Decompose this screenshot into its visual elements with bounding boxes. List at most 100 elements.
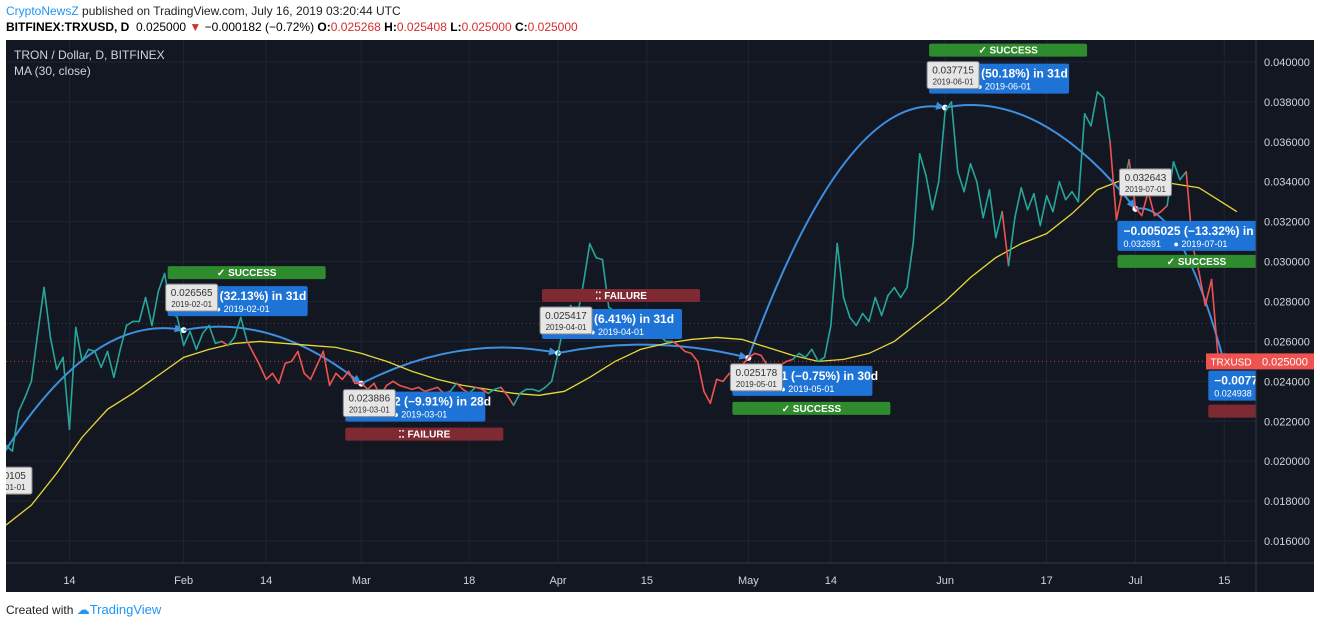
price-segment (360, 382, 369, 391)
price-segment (1064, 190, 1073, 201)
price-segment (335, 372, 344, 381)
publisher-link[interactable]: CryptoNewsZ (6, 4, 79, 18)
price-segment (214, 340, 223, 345)
change-box (1208, 370, 1256, 401)
x-tick-label: 14 (260, 575, 272, 587)
endpoint-date: 2019-06-01 (933, 78, 974, 87)
price-segment (30, 332, 39, 383)
y-tick-label: 0.020000 (1264, 456, 1310, 468)
price-segment (493, 386, 502, 391)
open-label: O: (317, 20, 331, 34)
price-segment (677, 344, 686, 353)
symbol-label: BITFINEX:TRXUSD, D (6, 20, 130, 34)
x-tick-label: Jun (936, 575, 954, 587)
price-segment (1033, 192, 1042, 227)
open-value: 0.025268 (330, 20, 381, 34)
price-segment (963, 162, 972, 193)
x-tick-label: 15 (641, 575, 653, 587)
y-tick-label: 0.022000 (1264, 416, 1310, 428)
success-label: ✓ SUCCESS (782, 404, 842, 415)
price-segment (544, 380, 553, 389)
price-segment (208, 324, 217, 345)
y-tick-label: 0.030000 (1264, 257, 1310, 269)
price-segment (151, 290, 160, 327)
price-segment (201, 324, 210, 335)
chart-panel[interactable]: ✓ SUCCESS 0 (32.13%) in 31d ● 2019-02-01 0.… (6, 40, 1314, 592)
price-segment (849, 316, 858, 327)
price-segment (1083, 113, 1092, 127)
publish-line: CryptoNewsZ published on TradingView.com… (6, 4, 401, 18)
tradingview-link[interactable]: TradingView (89, 602, 162, 617)
price-segment (246, 340, 255, 355)
price-segment (278, 362, 286, 385)
endpoint-price: 0.037715 (932, 66, 974, 77)
price-segment (1058, 180, 1067, 201)
price-segment (43, 286, 52, 339)
price-segment (271, 372, 280, 385)
change-value: −0.000182 (−0.72%) (204, 20, 315, 34)
price-segment (690, 352, 699, 363)
time-axis[interactable]: 14 Feb 14 Mar 18 Apr 15 May 14 Jun 17 Jul 15 (63, 575, 1230, 587)
price-segment (1198, 270, 1207, 307)
change-text: 91 (−0.75%) in 30d (774, 369, 878, 383)
result-badge (1117, 254, 1256, 268)
price-segment (259, 364, 267, 381)
current-price-tag: TRXUSD 0.025000 (1206, 353, 1314, 370)
price-segment (753, 352, 762, 357)
change-end-date: ● 2019-03-01 (393, 410, 447, 420)
endpoint-date: 2019-07-01 (1125, 185, 1166, 194)
price-segment (582, 242, 591, 285)
endpoint-date: 2019-04-01 (546, 323, 587, 332)
price-segment (176, 316, 185, 347)
change-end-date: ● 2019-07 (1264, 389, 1305, 399)
price-segment (823, 324, 832, 359)
y-tick-label: 0.034000 (1264, 177, 1310, 189)
price-segment (868, 296, 877, 323)
price-segment (893, 286, 902, 299)
price-segment (899, 286, 908, 299)
price-segment (195, 332, 204, 351)
price-segment (1007, 216, 1016, 267)
result-badge (345, 427, 504, 441)
price-segment (538, 386, 547, 393)
y-tick-label: 0.026000 (1264, 336, 1310, 348)
change-text: 1 (6.41%) in 31d (584, 312, 674, 326)
success-label: ✓ SUCCESS (1167, 257, 1227, 268)
ma-line (6, 179, 1238, 526)
price-segment (284, 360, 293, 365)
price-segment (906, 240, 915, 289)
endpoint-date: 2019-05-01 (736, 380, 777, 389)
change-end-price: 0.024938 (1214, 389, 1252, 399)
price-segment (62, 356, 71, 431)
price-segment (671, 340, 680, 347)
price-segment (836, 242, 845, 299)
price-segment (1020, 186, 1029, 211)
y-tick-label: 0.040000 (1264, 57, 1310, 69)
price-segment (798, 352, 807, 359)
price-segment (703, 390, 712, 405)
price-segment (303, 372, 312, 381)
endpoint-tag (165, 283, 219, 312)
price-segment (404, 386, 413, 391)
price-segment (87, 348, 96, 353)
price-segment (1090, 91, 1099, 127)
price-segment (925, 174, 934, 211)
price-segment (487, 388, 496, 395)
tradingview-logo-icon[interactable]: ☁ (76, 602, 90, 617)
change-end-price: 0.032691 (1123, 239, 1161, 249)
price-segment (684, 350, 693, 355)
success-label: ✓ SUCCESS (978, 46, 1038, 57)
price-segment (455, 382, 464, 391)
price-segment (982, 188, 991, 219)
price-segment (1160, 204, 1168, 213)
y-tick-label: 0.016000 (1264, 536, 1310, 548)
price-axis[interactable]: 0.040000 0.038000 0.036000 0.034000 0.032000… (1264, 57, 1310, 548)
price-segment (1014, 186, 1023, 219)
start-date: 2019-01-01 (6, 483, 26, 492)
change-text: 0 (32.13%) in 31d (210, 289, 307, 303)
price-segment (1071, 190, 1080, 203)
change-text: 3 (50.18%) in 31d (971, 67, 1068, 81)
y-tick-label: 0.018000 (1264, 496, 1310, 508)
